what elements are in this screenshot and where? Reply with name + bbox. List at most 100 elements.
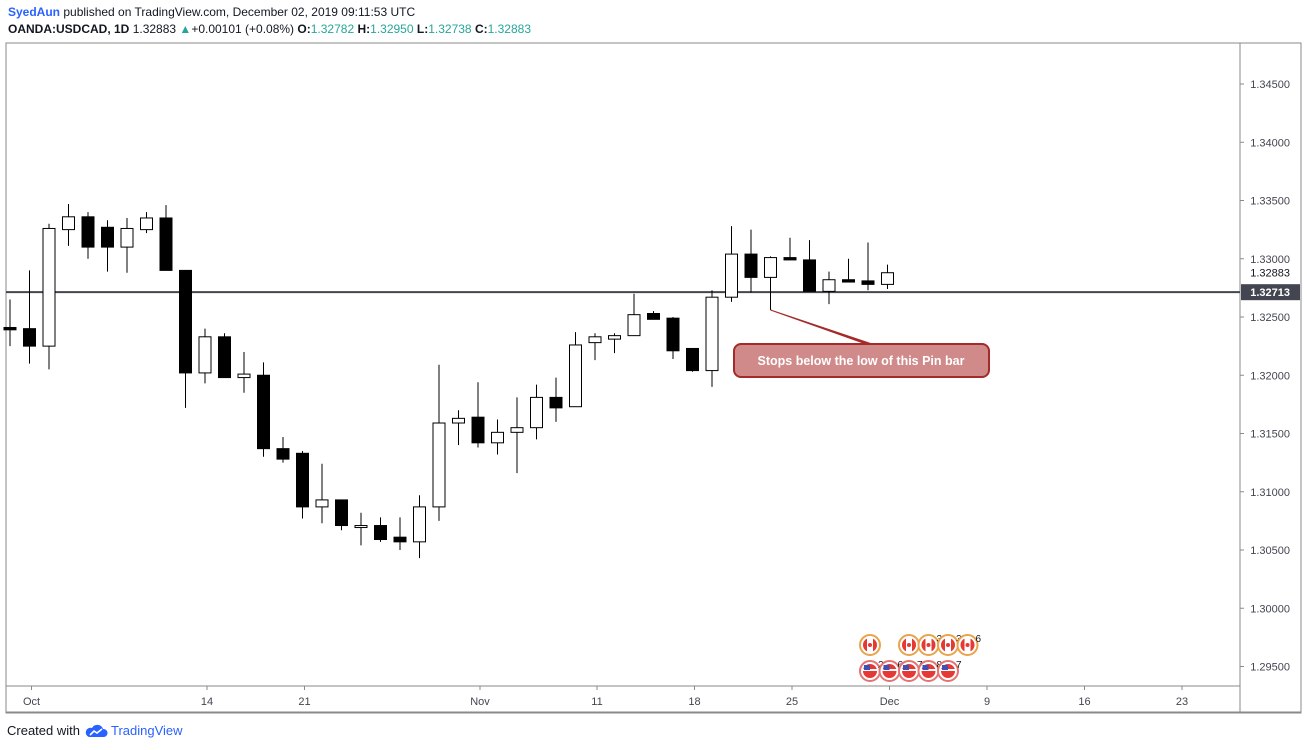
candle (705, 290, 719, 387)
candle (744, 229, 758, 293)
tradingview-link[interactable]: TradingView (84, 723, 183, 738)
candle-body-bearish (549, 396, 563, 409)
event-flag-leaf (926, 643, 931, 647)
candle (686, 347, 699, 372)
publish-line: SyedAun published on TradingView.com, De… (8, 4, 531, 21)
us-flag-icon: 7 (937, 660, 962, 682)
candle (393, 517, 407, 550)
candle (647, 311, 660, 320)
candle-body-bullish (315, 499, 329, 508)
candle-body-bearish (393, 536, 407, 543)
price-axis: 1.34500 1.34000 1.33500 1.33000 1.32500 1.320… (1240, 79, 1300, 674)
candle-body-bearish (374, 525, 387, 541)
time-tick-label: 25 (786, 696, 798, 708)
candles-layer (3, 203, 894, 559)
candle (120, 217, 134, 273)
candle (588, 333, 602, 361)
candle (62, 203, 75, 246)
event-count: 6 (976, 634, 982, 645)
candle-body-bearish (744, 253, 758, 278)
candle-body-bearish (179, 269, 192, 374)
price-tick-label: 1.31000 (1250, 487, 1290, 499)
candle (354, 512, 368, 546)
candle (452, 410, 465, 446)
event-flag-canton (922, 665, 929, 670)
candle (413, 495, 426, 559)
author-link[interactable]: SyedAun (8, 5, 61, 19)
candle-body-bearish (159, 217, 173, 271)
event-flag-leaf (946, 643, 950, 647)
candle-body-bearish (842, 279, 855, 283)
candle-body-bearish (276, 448, 290, 460)
candle (315, 463, 329, 524)
price-tick-label: 1.33000 (1250, 254, 1290, 266)
candle-body-bullish (452, 417, 465, 424)
candle-body-bearish (335, 499, 348, 527)
price-tick-label: 1.34500 (1250, 79, 1290, 91)
high-label: H: (357, 22, 371, 36)
candle-body-bearish (257, 374, 270, 450)
candle-body-bearish (686, 347, 699, 372)
candle-body-bullish (354, 525, 368, 529)
economic-events-layer: 33626787 (859, 634, 982, 682)
candle-body-bullish (510, 427, 524, 433)
annotation-text: Stops below the low of this Pin bar (758, 354, 965, 368)
candle-body-bearish (783, 257, 797, 261)
candle (842, 258, 855, 283)
last-price: 1.32883 (132, 22, 177, 36)
annotation-pointer (770, 309, 873, 345)
candle-body-bullish (42, 227, 56, 347)
candle-body-bullish (413, 506, 426, 543)
candle (218, 333, 231, 379)
candle-body-bullish (881, 272, 894, 285)
open-label: O: (297, 22, 311, 36)
candle-body-bullish (432, 422, 446, 508)
event-count: 7 (956, 660, 962, 671)
time-tick-label: Oct (23, 696, 40, 708)
time-tick-label: Dec (880, 696, 900, 708)
candle (198, 328, 212, 384)
close-value: 1.32883 (487, 22, 532, 36)
candle-body-bearish (647, 313, 660, 320)
symbol-label[interactable]: OANDA:USDCAD, 1D (8, 22, 130, 36)
candle-body-bearish (296, 452, 309, 508)
price-tick-label: 1.29500 (1250, 662, 1290, 674)
candle-body-bullish (198, 336, 212, 374)
annotation-callout[interactable]: Stops below the low of this Pin bar (733, 309, 990, 378)
candle (569, 332, 582, 408)
candle-body-bearish (3, 326, 17, 331)
canada-flag-icon (859, 634, 881, 656)
price-tick-label: 1.33500 (1250, 196, 1290, 208)
candle (159, 205, 173, 271)
candle-body-bullish (140, 217, 153, 231)
candle (783, 237, 797, 261)
candle-body-bearish (666, 317, 680, 352)
candle-body-bullish (62, 216, 75, 231)
time-tick-label: 14 (201, 696, 213, 708)
candle (23, 270, 36, 364)
candle (3, 299, 17, 347)
candle-body-bullish (588, 336, 602, 344)
chart-frame (5, 42, 1302, 714)
price-tick-label: 1.32000 (1250, 370, 1290, 382)
candle (374, 517, 387, 542)
candle-body-bearish (471, 416, 485, 444)
candle-body-bullish (627, 314, 641, 337)
candle (861, 242, 875, 291)
candle (42, 223, 56, 370)
change-value: +0.00101 (+0.08%) (191, 22, 295, 36)
candle (179, 269, 192, 408)
event-flag-canton (883, 665, 890, 670)
candle-body-bearish (218, 336, 231, 379)
tradingview-brand-text: TradingView (110, 723, 183, 738)
candle (822, 271, 836, 305)
candle-body-bearish (101, 226, 114, 248)
close-label: C: (474, 22, 488, 36)
time-tick-label: 23 (1176, 696, 1188, 708)
candle-body-bullish (569, 344, 582, 408)
candle (627, 293, 641, 337)
candle (510, 397, 524, 474)
open-value: 1.32782 (310, 22, 355, 36)
candle (803, 240, 816, 292)
